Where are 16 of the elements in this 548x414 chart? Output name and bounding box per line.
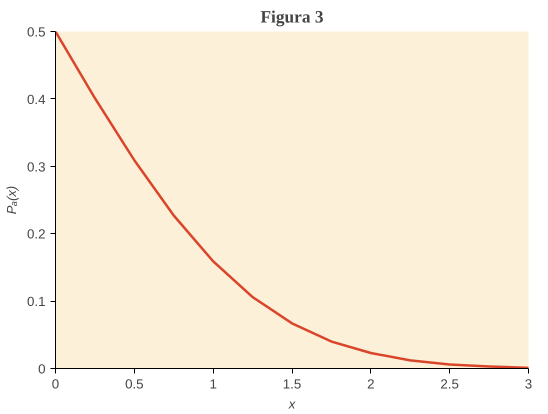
y-tick-label: 0 bbox=[38, 362, 46, 376]
x-tick-label: 1 bbox=[209, 376, 217, 392]
y-tick-label: 0.5 bbox=[26, 24, 46, 40]
y-tick-label: 0.2 bbox=[26, 226, 46, 242]
x-tick-label: 0.5 bbox=[125, 376, 144, 392]
x-tick-label: 2.5 bbox=[440, 376, 459, 392]
x-tick-label: 2 bbox=[367, 376, 375, 392]
x-tick-label: 3 bbox=[524, 376, 532, 392]
x-tick-label: 1.5 bbox=[282, 376, 302, 392]
x-tick-label: 0 bbox=[52, 376, 60, 392]
y-tick-label: 0.3 bbox=[26, 159, 46, 174]
y-tick-label: 0.1 bbox=[26, 294, 46, 310]
y-axis-title: Pₐ(x) bbox=[4, 186, 19, 214]
x-axis-title: x bbox=[288, 396, 296, 412]
y-tick-label: 0.4 bbox=[26, 92, 46, 107]
chart-title: Figura 3 bbox=[260, 8, 324, 26]
